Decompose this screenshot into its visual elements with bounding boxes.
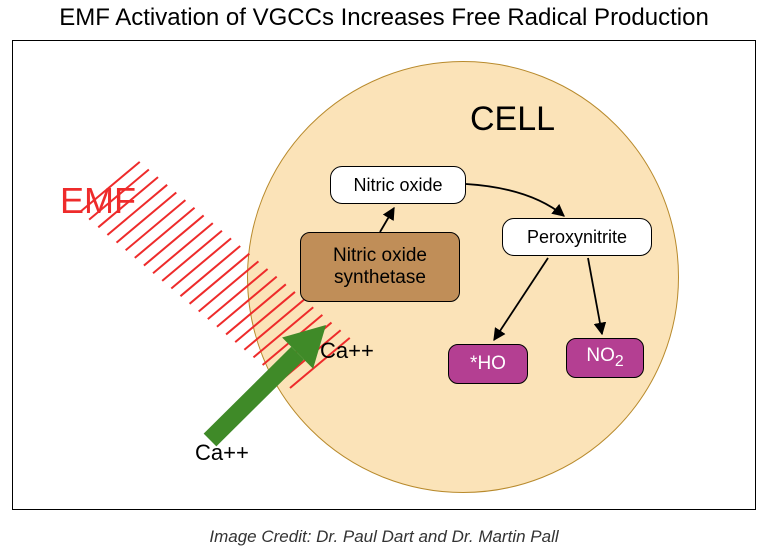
node-nos: Nitric oxidesynthetase [300, 232, 460, 302]
node-no2: NO2 [566, 338, 644, 378]
node-peroxynitrite-label: Peroxynitrite [527, 227, 627, 248]
node-nitric-oxide-label: Nitric oxide [353, 175, 442, 196]
calcium-outside-label: Ca++ [195, 440, 249, 466]
diagram-root: EMF Activation of VGCCs Increases Free R… [0, 0, 768, 553]
node-ho-label: *HO [470, 353, 506, 375]
node-ho: *HO [448, 344, 528, 384]
node-no2-label: NO2 [586, 345, 623, 371]
image-credit: Image Credit: Dr. Paul Dart and Dr. Mart… [0, 527, 768, 547]
emf-label: EMF [60, 180, 136, 222]
node-nitric-oxide: Nitric oxide [330, 166, 466, 204]
node-peroxynitrite: Peroxynitrite [502, 218, 652, 256]
node-nos-label: Nitric oxidesynthetase [333, 245, 427, 289]
calcium-inside-label: Ca++ [320, 338, 374, 364]
